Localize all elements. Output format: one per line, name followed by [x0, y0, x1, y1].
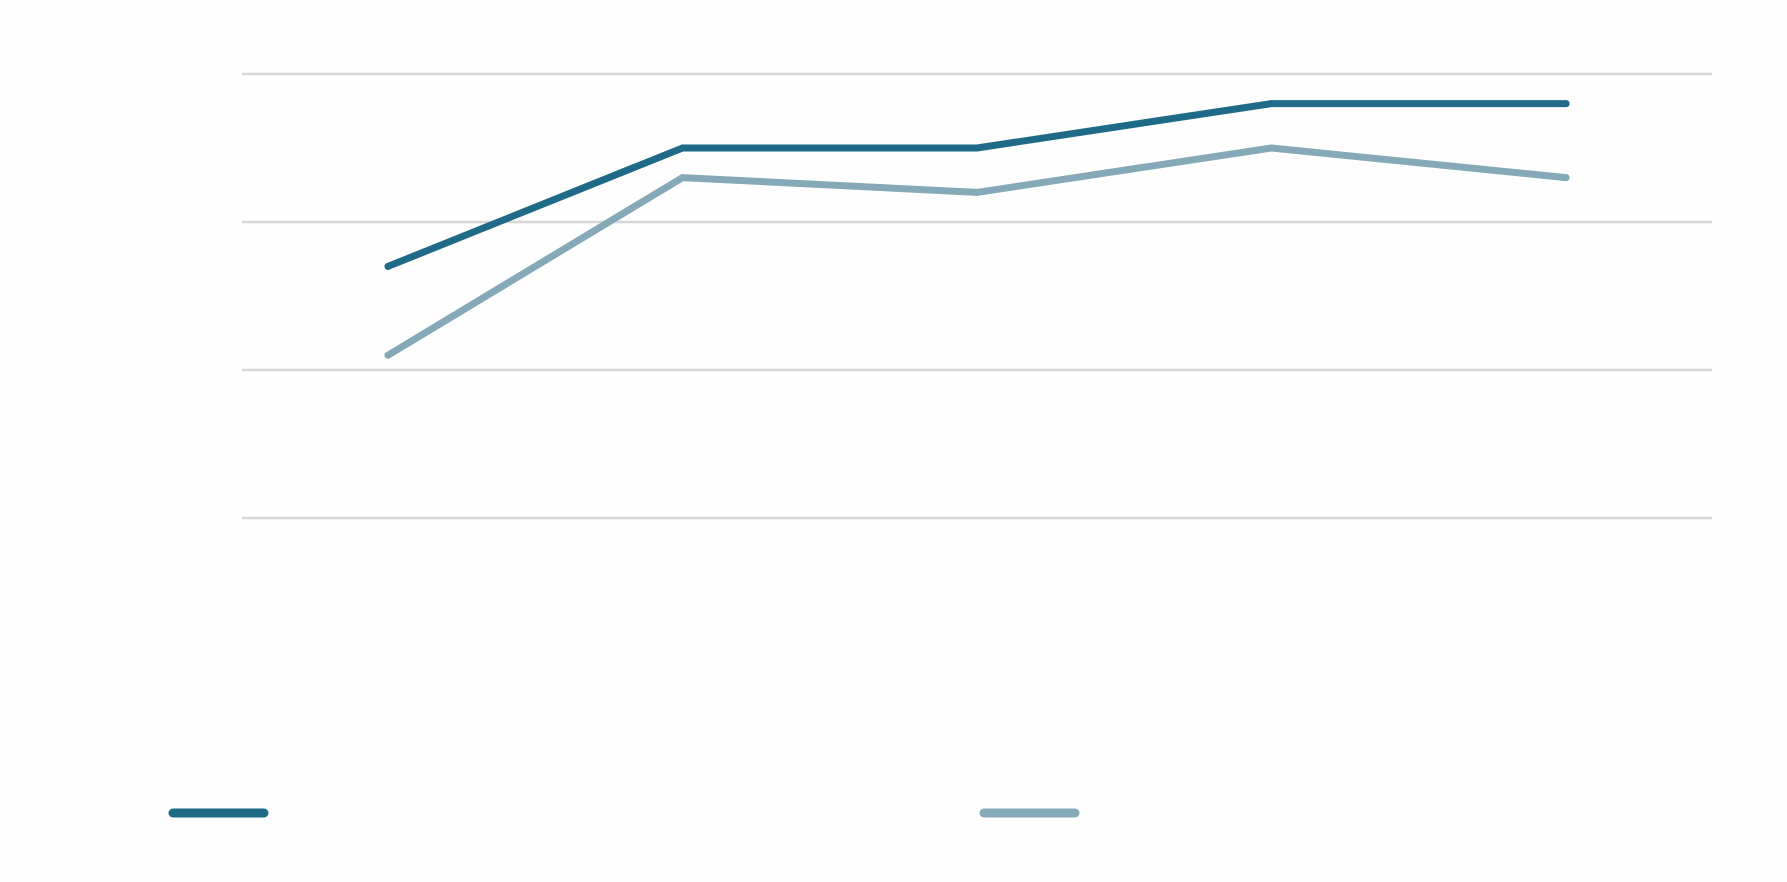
- data-point-series-2: [1268, 144, 1275, 152]
- data-point-series-2: [1562, 174, 1570, 182]
- series-line-2: [384, 144, 1570, 359]
- series-line-1: [384, 100, 1570, 270]
- grid-layer: [242, 72, 1712, 520]
- data-point-series-2: [679, 174, 686, 182]
- data-point-series-1: [1268, 100, 1275, 108]
- data-point-series-1: [679, 144, 686, 152]
- series-layer: [384, 100, 1570, 359]
- data-point-series-1: [384, 262, 392, 270]
- data-point-series-2: [384, 351, 392, 359]
- data-point-series-1: [973, 144, 981, 152]
- data-point-series-1: [1562, 100, 1570, 108]
- data-point-series-2: [973, 188, 981, 196]
